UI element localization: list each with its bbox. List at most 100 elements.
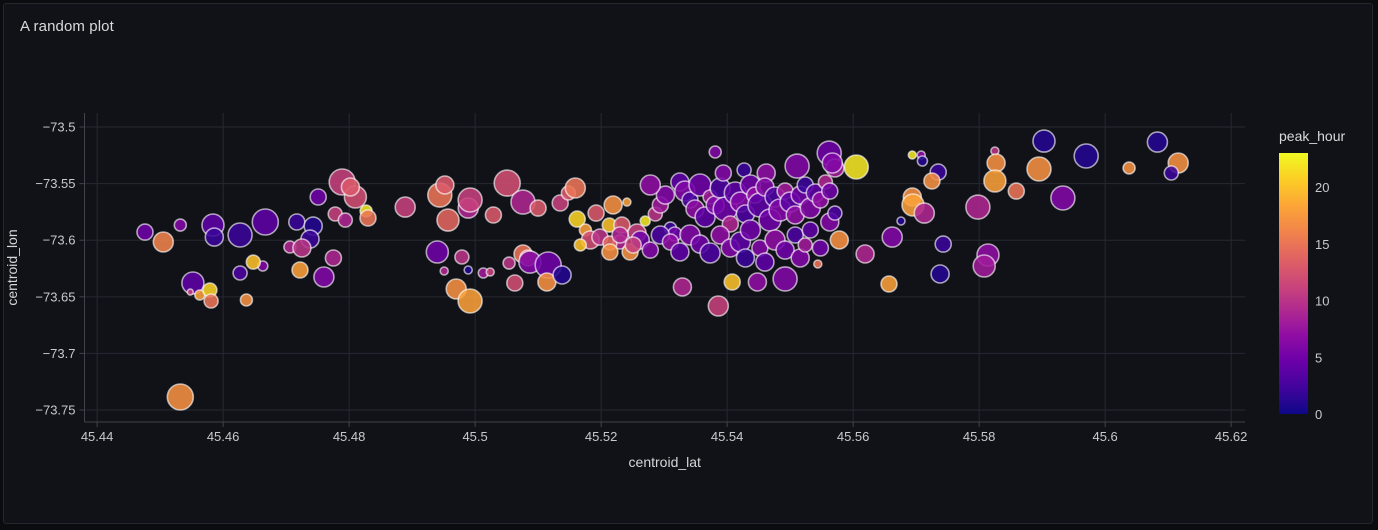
colorbar-legend: peak_hour 0 5 10 15 20 xyxy=(1279,128,1346,422)
bubble[interactable] xyxy=(827,205,843,221)
bubble[interactable] xyxy=(983,169,1007,193)
bubble[interactable] xyxy=(245,254,262,270)
bubble[interactable] xyxy=(1032,129,1056,153)
bubble[interactable] xyxy=(166,383,195,411)
bubble[interactable] xyxy=(454,249,470,265)
bubble[interactable] xyxy=(292,238,312,258)
bubble[interactable] xyxy=(463,265,474,275)
bubble[interactable] xyxy=(670,242,690,262)
bubble[interactable] xyxy=(820,182,839,200)
bubble[interactable] xyxy=(573,238,588,252)
bubble[interactable] xyxy=(672,277,693,297)
bubble[interactable] xyxy=(797,237,814,253)
bubble[interactable] xyxy=(923,172,941,190)
bubble[interactable] xyxy=(457,288,483,314)
bubble[interactable] xyxy=(812,259,823,269)
bubble[interactable] xyxy=(641,241,660,259)
bubble[interactable] xyxy=(232,265,248,281)
x-tick-label: 45.52 xyxy=(585,429,618,444)
bubble[interactable] xyxy=(611,226,629,244)
bubble[interactable] xyxy=(529,199,547,217)
bubble[interactable] xyxy=(186,288,195,296)
bubble[interactable] xyxy=(881,226,904,248)
bubble[interactable] xyxy=(829,230,850,250)
bubble[interactable] xyxy=(457,187,483,213)
bubble[interactable] xyxy=(739,219,762,241)
bubble[interactable] xyxy=(784,153,810,179)
bubble[interactable] xyxy=(587,204,605,222)
bubble[interactable] xyxy=(1122,161,1136,175)
bubble[interactable] xyxy=(965,194,991,220)
bubble[interactable] xyxy=(930,264,950,284)
bubble[interactable] xyxy=(439,266,450,276)
bubble[interactable] xyxy=(394,196,417,218)
bubble[interactable] xyxy=(436,208,460,232)
bubble[interactable] xyxy=(493,169,522,197)
bubble[interactable] xyxy=(747,272,768,292)
data-points[interactable] xyxy=(136,129,1189,411)
bubble[interactable] xyxy=(639,174,662,196)
bubble[interactable] xyxy=(707,295,730,317)
bubble[interactable] xyxy=(251,208,280,236)
bubble[interactable] xyxy=(821,152,844,174)
bubble[interactable] xyxy=(699,242,721,264)
bubble[interactable] xyxy=(485,267,496,277)
bubble[interactable] xyxy=(843,154,870,180)
bubble[interactable] xyxy=(502,256,516,270)
bubble[interactable] xyxy=(624,236,643,254)
y-tick-label: −73.6 xyxy=(43,233,76,248)
bubble[interactable] xyxy=(1026,156,1052,182)
bubble[interactable] xyxy=(337,212,354,228)
bubble[interactable] xyxy=(655,185,676,205)
bubble[interactable] xyxy=(811,239,830,257)
bubble[interactable] xyxy=(309,188,328,206)
bubble[interactable] xyxy=(324,249,343,267)
bubble[interactable] xyxy=(855,244,875,264)
bubble[interactable] xyxy=(880,275,898,293)
bubble[interactable] xyxy=(1007,182,1026,200)
bubble[interactable] xyxy=(801,221,820,239)
bubble[interactable] xyxy=(1146,131,1169,153)
bubble[interactable] xyxy=(907,150,918,160)
bubble[interactable] xyxy=(136,223,154,241)
bubble[interactable] xyxy=(505,274,524,292)
bubble[interactable] xyxy=(359,209,377,227)
bubble[interactable] xyxy=(291,261,309,279)
bubble[interactable] xyxy=(639,215,652,227)
bubble[interactable] xyxy=(568,210,587,228)
bubble[interactable] xyxy=(340,177,361,197)
bubble[interactable] xyxy=(152,231,175,253)
bubble[interactable] xyxy=(735,248,756,268)
bubble[interactable] xyxy=(239,293,254,307)
bubble[interactable] xyxy=(552,265,572,285)
bubble[interactable] xyxy=(710,225,731,245)
bubble[interactable] xyxy=(708,145,723,159)
bubble[interactable] xyxy=(714,164,733,182)
bubble[interactable] xyxy=(1073,143,1099,169)
bubble[interactable] xyxy=(435,175,455,195)
bubble[interactable] xyxy=(755,252,775,272)
bubble[interactable] xyxy=(723,273,742,291)
bubble[interactable] xyxy=(603,195,623,215)
bubble[interactable] xyxy=(287,213,306,231)
bubble[interactable] xyxy=(1163,165,1180,181)
bubble[interactable] xyxy=(916,155,929,167)
bubble[interactable] xyxy=(775,240,795,260)
bubble[interactable] xyxy=(204,227,225,247)
bubble[interactable] xyxy=(972,254,997,278)
bubble[interactable] xyxy=(934,235,953,253)
bubble[interactable] xyxy=(227,222,253,248)
bubble[interactable] xyxy=(203,293,219,309)
bubble[interactable] xyxy=(772,266,798,292)
bubble[interactable] xyxy=(564,177,587,199)
bubble[interactable] xyxy=(173,218,188,232)
bubble[interactable] xyxy=(896,216,906,226)
bubble[interactable] xyxy=(1050,185,1076,211)
bubble[interactable] xyxy=(313,266,335,288)
bubble[interactable] xyxy=(425,240,450,264)
bubble[interactable] xyxy=(622,197,632,207)
bubble[interactable] xyxy=(913,202,936,224)
bubble[interactable] xyxy=(601,243,619,261)
bubble[interactable] xyxy=(484,206,503,224)
